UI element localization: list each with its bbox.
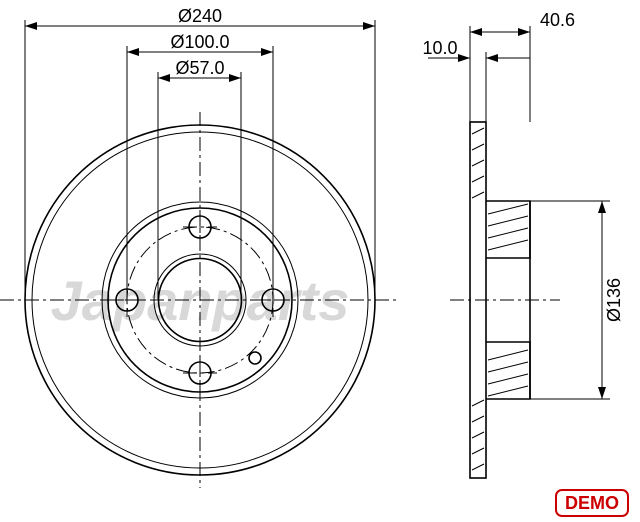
side-view: [450, 122, 560, 478]
dim-hat-label: Ø136: [604, 278, 624, 322]
demo-label: DEMO: [565, 493, 619, 513]
dim-thickness: 10.0: [422, 38, 530, 122]
accessory-hole: [249, 352, 261, 364]
demo-stamp: DEMO: [556, 490, 628, 516]
dim-pcd-label: Ø100.0: [170, 32, 229, 52]
drawing-canvas: Japanparts Ø240 Ø100.0 Ø57.0: [0, 0, 640, 522]
dim-bore-label: Ø57.0: [175, 58, 224, 78]
dim-depth-label: 40.6: [540, 10, 575, 30]
section-hatch: [472, 128, 528, 470]
dim-thickness-label: 10.0: [422, 38, 457, 58]
dim-outer-diameter-label: Ø240: [178, 6, 222, 26]
